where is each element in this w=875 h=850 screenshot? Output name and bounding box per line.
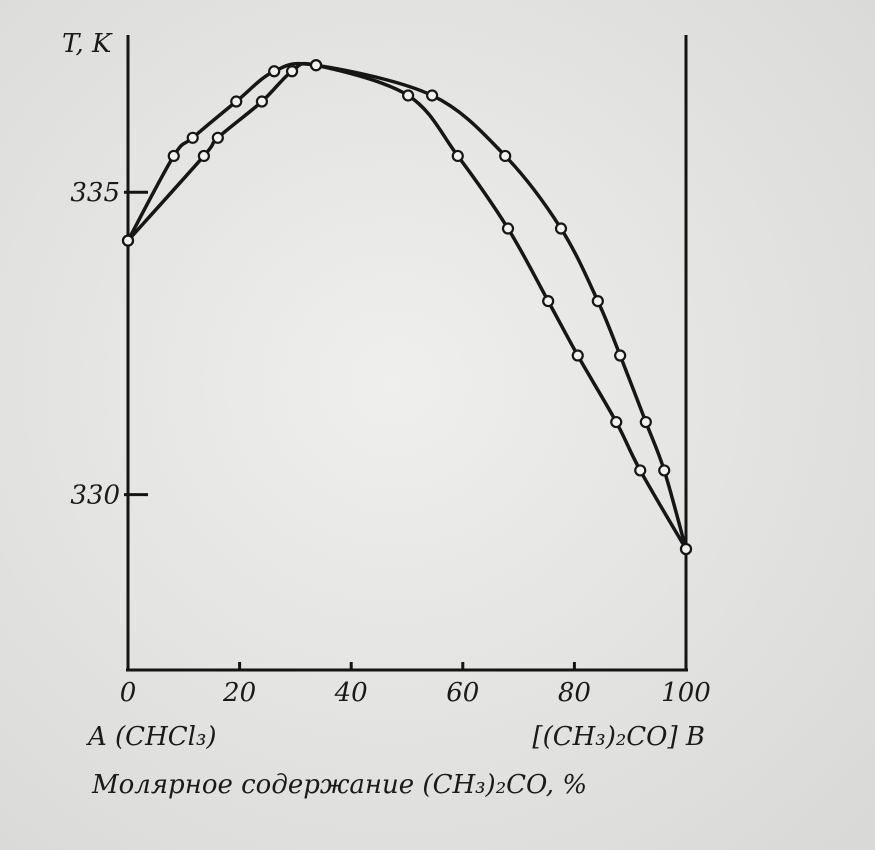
data-point — [499, 149, 512, 163]
data-point — [186, 131, 199, 144]
x-tick-label: 40 — [334, 678, 368, 708]
left-component-label: A (CHCl₃) — [86, 722, 217, 752]
data-point — [167, 149, 180, 163]
data-point — [591, 294, 604, 308]
data-point — [309, 59, 323, 72]
data-point — [285, 65, 299, 78]
data-point — [255, 95, 269, 108]
data-point — [402, 89, 415, 102]
data-point — [610, 415, 623, 429]
data-point — [230, 95, 243, 108]
data-point — [639, 415, 652, 429]
data-point — [121, 234, 135, 247]
data-point — [211, 131, 224, 144]
data-point — [554, 222, 568, 235]
data-point — [679, 542, 693, 556]
data-point — [501, 222, 515, 235]
data-point — [634, 464, 647, 477]
y-tick-label: 335 — [70, 178, 120, 208]
data-point — [268, 65, 281, 78]
data-point — [614, 349, 627, 362]
y-axis-label: T, K — [62, 29, 113, 59]
x-tick-label: 100 — [661, 678, 711, 708]
x-axis-label: Молярное содержание (CH₃)₂CO, % — [91, 770, 587, 800]
x-tick-label: 60 — [446, 678, 479, 708]
data-point — [571, 349, 584, 362]
data-point — [542, 294, 555, 308]
data-point — [197, 149, 210, 163]
data-point — [451, 149, 464, 163]
data-point — [658, 464, 671, 477]
x-tick-label: 80 — [558, 678, 591, 708]
x-tick-label: 0 — [120, 678, 137, 708]
x-tick-label: 20 — [222, 678, 256, 708]
y-tick-label: 330 — [70, 481, 120, 511]
right-component-label: [(CH₃)₂CO] B — [532, 722, 705, 752]
data-point — [426, 89, 439, 102]
